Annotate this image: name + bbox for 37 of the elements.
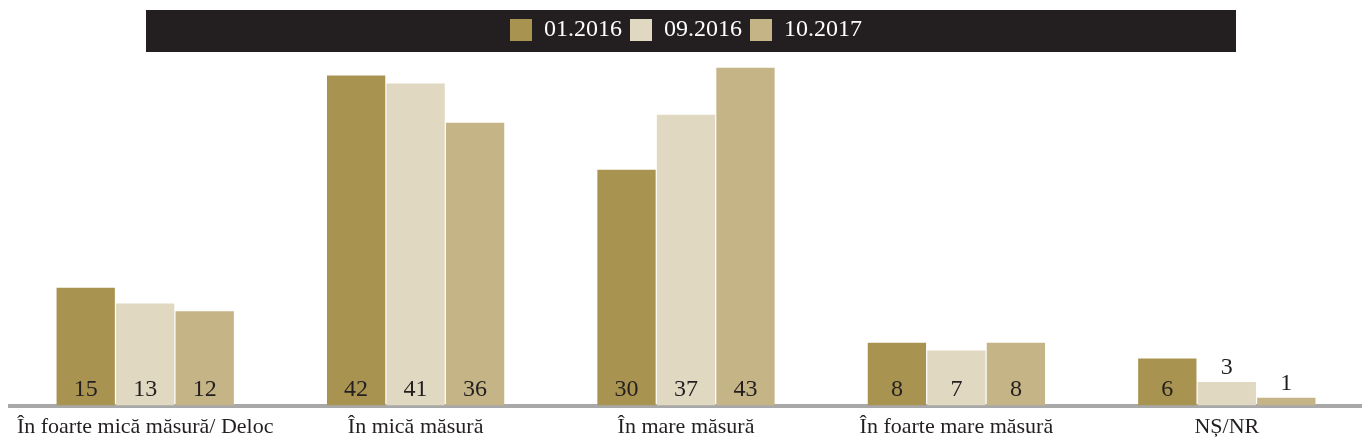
data-label: 37 [674, 374, 698, 401]
x-tick-label: În foarte mare măsură [859, 412, 1054, 438]
x-tick-label: În mică măsură [347, 412, 484, 438]
bar [1138, 358, 1197, 406]
bar [927, 350, 986, 406]
data-label: 43 [733, 374, 758, 401]
data-label: 42 [344, 374, 369, 401]
bar [867, 342, 927, 406]
bar [326, 75, 386, 406]
data-label: 30 [614, 374, 639, 401]
data-label: 8 [1009, 374, 1022, 401]
data-label: 15 [73, 374, 98, 401]
bar [445, 122, 505, 406]
data-label: 6 [1161, 374, 1174, 401]
bar [716, 67, 775, 406]
bar [116, 303, 175, 406]
bar [986, 342, 1046, 406]
bar [1197, 382, 1256, 406]
x-tick-label: În mare măsură [617, 412, 755, 438]
data-label: 13 [133, 374, 158, 401]
bar [175, 311, 234, 406]
bar [56, 287, 115, 406]
x-tick-label: În foarte mică măsură/ Deloc [16, 412, 274, 438]
bar [597, 169, 656, 406]
bar [656, 114, 716, 406]
data-label: 3 [1220, 353, 1233, 380]
data-label: 36 [463, 374, 488, 401]
legend-label: 10.2017 [784, 15, 862, 42]
x-tick-label: NȘ/NR [1194, 412, 1260, 438]
legend-label: 09.2016 [664, 15, 742, 42]
data-label: 12 [192, 374, 217, 401]
legend-label: 01.2016 [544, 15, 622, 42]
bar [386, 83, 445, 406]
data-label: 1 [1280, 369, 1293, 396]
data-label: 41 [403, 374, 428, 401]
data-label: 8 [890, 374, 903, 401]
data-label: 7 [950, 374, 963, 401]
